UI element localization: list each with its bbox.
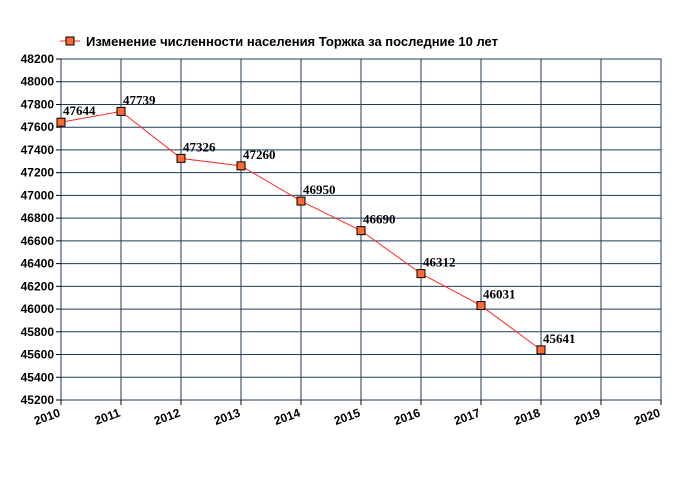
data-label: 47260 xyxy=(243,147,276,162)
x-axis-ticks: 2010 2011 2012 2013 2014 2015 2016 2017 2018 2019… xyxy=(32,400,662,428)
x-tick-label: 2017 xyxy=(452,406,482,428)
y-tick-label: 46800 xyxy=(21,211,55,225)
y-tick-label: 46200 xyxy=(21,279,55,293)
data-point-marker xyxy=(536,345,546,355)
y-tick-label: 47400 xyxy=(21,143,55,157)
y-tick-label: 45800 xyxy=(21,325,55,339)
chart-grid xyxy=(60,58,662,401)
data-label: 45641 xyxy=(543,331,576,346)
data-point-marker xyxy=(236,161,246,171)
x-tick-label: 2020 xyxy=(632,406,662,428)
data-label: 46312 xyxy=(423,255,456,270)
y-tick-label: 45200 xyxy=(21,393,55,407)
x-tick-label: 2012 xyxy=(152,406,182,428)
data-point-marker xyxy=(356,226,366,236)
data-label: 46950 xyxy=(303,182,336,197)
y-tick-label: 47000 xyxy=(21,188,55,202)
x-tick-label: 2014 xyxy=(272,406,302,428)
legend-marker-icon xyxy=(65,36,75,46)
y-tick-label: 47600 xyxy=(21,120,55,134)
x-tick-label: 2011 xyxy=(93,406,123,428)
data-label: 46690 xyxy=(363,212,396,227)
data-point-marker xyxy=(296,196,306,206)
legend-label: Изменение численности населения Торжка з… xyxy=(86,34,498,49)
data-point-marker xyxy=(56,117,66,127)
x-tick-label: 2019 xyxy=(572,406,602,428)
data-point-marker xyxy=(116,106,126,116)
x-tick-label: 2013 xyxy=(212,406,242,428)
y-tick-label: 48200 xyxy=(21,52,55,66)
x-tick-label: 2015 xyxy=(332,406,362,428)
y-tick-label: 48000 xyxy=(21,75,55,89)
y-tick-label: 45400 xyxy=(21,370,55,384)
y-tick-label: 47800 xyxy=(21,97,55,111)
x-tick-label: 2018 xyxy=(512,406,542,428)
data-label: 47326 xyxy=(183,139,216,154)
series-population xyxy=(56,106,546,355)
chart-legend: Изменение численности населения Торжка з… xyxy=(60,34,498,49)
data-label: 46031 xyxy=(483,287,516,302)
y-tick-label: 47200 xyxy=(21,166,55,180)
data-point-marker xyxy=(176,153,186,163)
data-point-marker xyxy=(476,301,486,311)
y-axis-ticks: 45200 45400 45600 45800 46000 46200 46400 46600… xyxy=(21,52,61,407)
data-labels: 47644 47739 47326 47260 46950 46690 46312 46031… xyxy=(63,92,576,345)
data-point-marker xyxy=(416,269,426,279)
y-tick-label: 45600 xyxy=(21,348,55,362)
y-tick-label: 46000 xyxy=(21,302,55,316)
y-tick-label: 46400 xyxy=(21,257,55,271)
data-label: 47739 xyxy=(123,92,156,107)
y-tick-label: 46600 xyxy=(21,234,55,248)
x-tick-label: 2010 xyxy=(32,406,62,428)
x-tick-label: 2016 xyxy=(392,406,422,428)
data-label: 47644 xyxy=(63,103,96,118)
